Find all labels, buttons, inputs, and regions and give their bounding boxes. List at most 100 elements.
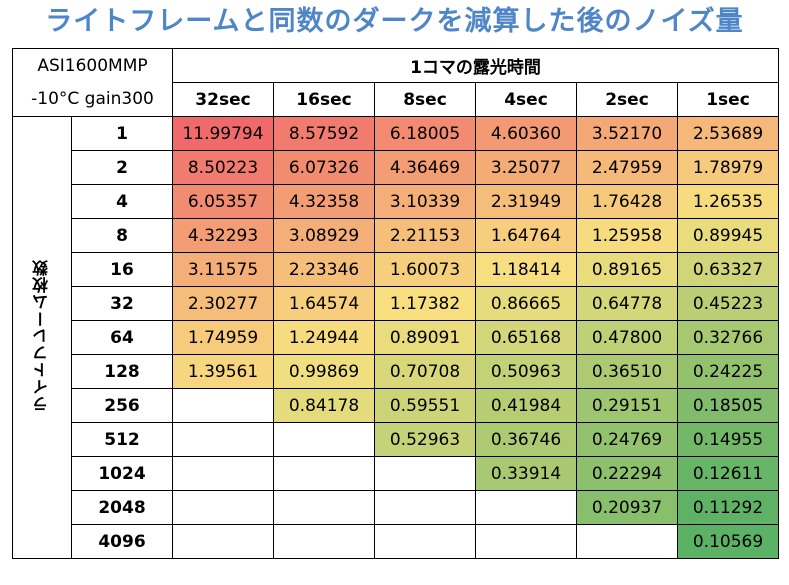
heatmap-cell: 0.10569	[677, 524, 779, 559]
heatmap-cell	[374, 456, 476, 491]
row-header: 32	[71, 286, 173, 321]
heatmap-cell: 6.07326	[273, 150, 375, 185]
heatmap-cell: 2.23346	[273, 252, 375, 287]
heatmap-cell: 1.78979	[677, 150, 779, 185]
heatmap-cell	[576, 524, 678, 559]
heatmap-cell: 0.89091	[374, 320, 476, 355]
heatmap-cell: 1.76428	[576, 184, 678, 219]
heatmap-cell: 0.20937	[576, 490, 678, 525]
heatmap-cell: 0.52963	[374, 422, 476, 457]
heatmap-cell	[172, 388, 274, 423]
heatmap-cell: 1.17382	[374, 286, 476, 321]
heatmap-cell	[273, 456, 375, 491]
heatmap-cell	[273, 490, 375, 525]
row-header: 4096	[71, 524, 173, 559]
heatmap-cell	[475, 490, 577, 525]
heatmap-cell: 2.47959	[576, 150, 678, 185]
table-row: 8 4.32293 3.08929 2.21153 1.64764 1.25958 0.89…	[13, 218, 779, 253]
heatmap-cell: 0.18505	[677, 388, 779, 423]
table-row: 2 8.50223 6.07326 4.36469 3.25077 2.47959 1.78…	[13, 150, 779, 185]
heatmap-cell	[172, 524, 274, 559]
table-row: 4 6.05357 4.32358 3.10339 2.31949 1.76428 1.26…	[13, 184, 779, 219]
heatmap-cell	[273, 524, 375, 559]
heatmap-cell: 3.10339	[374, 184, 476, 219]
heatmap-cell: 1.64574	[273, 286, 375, 321]
heatmap-cell: 4.36469	[374, 150, 476, 185]
table-row: ライトフレーム枚数 1 11.99794 8.57592 6.18005 4.60360 3…	[12, 116, 779, 559]
table-row: 256 0.84178 0.59551 0.41984 0.29151 0.18505	[13, 388, 779, 423]
column-header: 1sec	[677, 82, 779, 117]
row-header: 8	[71, 218, 173, 253]
table-row: 16 3.11575 2.23346 1.60073 1.18414 0.89165 0.6…	[13, 252, 779, 287]
heatmap-cell: 0.36510	[576, 354, 678, 389]
row-header: 2	[71, 150, 173, 185]
row-header: 16	[71, 252, 173, 287]
row-header: 512	[71, 422, 173, 457]
heatmap-cell: 0.12611	[677, 456, 779, 491]
heatmap-cell: 0.47800	[576, 320, 678, 355]
camera-label: ASI1600MMP	[12, 48, 173, 83]
y-axis-label: ライトフレーム枚数	[12, 116, 72, 559]
row-header: 1	[71, 116, 173, 151]
heatmap-cell: 1.74959	[172, 320, 274, 355]
heatmap-cell: 3.08929	[273, 218, 375, 253]
heatmap-cell: 8.57592	[273, 116, 375, 151]
heatmap-cell: 4.60360	[475, 116, 577, 151]
heatmap-cell	[374, 524, 476, 559]
heatmap-cell: 1.24944	[273, 320, 375, 355]
heatmap-cell: 0.11292	[677, 490, 779, 525]
column-header: 2sec	[576, 82, 678, 117]
heatmap-cell: 0.70708	[374, 354, 476, 389]
heatmap-cell: 1.60073	[374, 252, 476, 287]
heatmap-cell	[374, 490, 476, 525]
heatmap-cell	[475, 524, 577, 559]
heatmap-cell: 4.32293	[172, 218, 274, 253]
heatmap-cell: 0.59551	[374, 388, 476, 423]
row-header: 256	[71, 388, 173, 423]
y-axis-label-text: ライトフレーム枚数	[32, 258, 51, 412]
heatmap-cell: 0.65168	[475, 320, 577, 355]
heatmap-cell: 3.11575	[172, 252, 274, 287]
heatmap-cell: 6.05357	[172, 184, 274, 219]
column-header: 16sec	[273, 82, 375, 117]
heatmap-cell: 3.52170	[576, 116, 678, 151]
heatmap-cell	[172, 456, 274, 491]
column-header: 32sec	[172, 82, 274, 117]
settings-label: -10°C gain300	[12, 82, 173, 117]
heatmap-cell: 6.18005	[374, 116, 476, 151]
heatmap-cell: 11.99794	[172, 116, 274, 151]
heatmap-cell: 0.63327	[677, 252, 779, 287]
heatmap-cell: 0.36746	[475, 422, 577, 457]
heatmap-cell: 0.24225	[677, 354, 779, 389]
heatmap-cell: 0.32766	[677, 320, 779, 355]
row-header: 4	[71, 184, 173, 219]
heatmap-cell: 4.32358	[273, 184, 375, 219]
table-row: 64 1.74959 1.24944 0.89091 0.65168 0.47800 0.3…	[13, 320, 779, 355]
heatmap-cell: 0.86665	[475, 286, 577, 321]
heatmap-cell: 0.64778	[576, 286, 678, 321]
heatmap-cell: 0.33914	[475, 456, 577, 491]
heatmap-cell: 0.99869	[273, 354, 375, 389]
heatmap-cell: 0.89945	[677, 218, 779, 253]
row-header: 2048	[71, 490, 173, 525]
heatmap-cell: 0.89165	[576, 252, 678, 287]
exposure-group-header: 1コマの露光時間	[172, 48, 779, 83]
table-row: 2048 0.20937 0.11292	[13, 490, 779, 525]
heatmap-cell: 1.39561	[172, 354, 274, 389]
heatmap-cell: 0.41984	[475, 388, 577, 423]
chart-title: ライトフレームと同数のダークを減算した後のノイズ量	[45, 6, 744, 37]
table-row: 4096 0.10569	[13, 524, 779, 559]
heatmap-cell: 0.29151	[576, 388, 678, 423]
heatmap-cell: 0.45223	[677, 286, 779, 321]
table-row: 128 1.39561 0.99869 0.70708 0.50963 0.36510 0.…	[13, 354, 779, 389]
heatmap-cell: 0.50963	[475, 354, 577, 389]
heatmap-cell: 3.25077	[475, 150, 577, 185]
row-header: 128	[71, 354, 173, 389]
heatmap-cell: 0.22294	[576, 456, 678, 491]
row-header: 1024	[71, 456, 173, 491]
heatmap-cell: 2.30277	[172, 286, 274, 321]
heatmap-cell: 2.31949	[475, 184, 577, 219]
table-row: 1024 0.33914 0.22294 0.12611	[13, 456, 779, 491]
row-header: 64	[71, 320, 173, 355]
table-row: 512 0.52963 0.36746 0.24769 0.14955	[13, 422, 779, 457]
